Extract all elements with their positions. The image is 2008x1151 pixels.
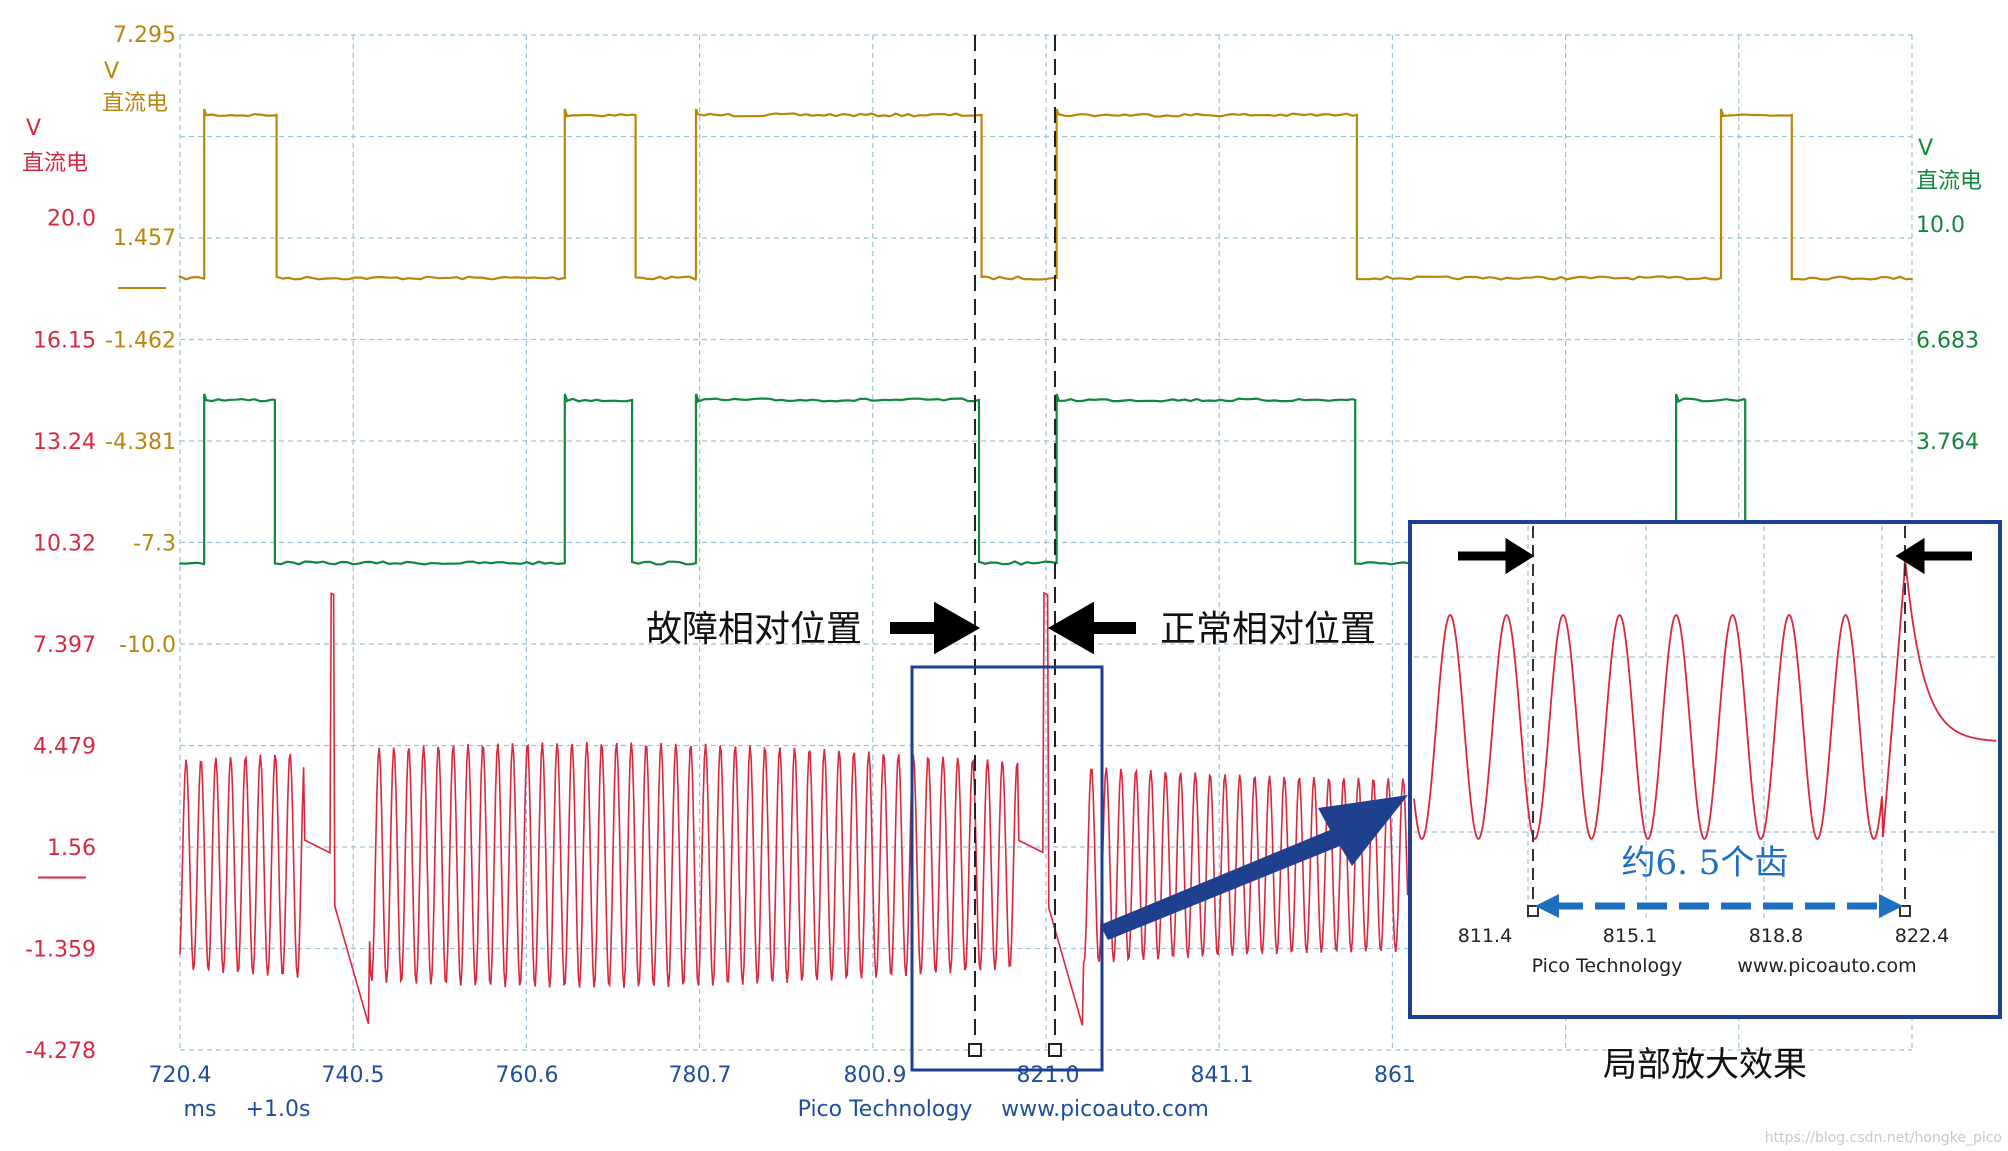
green-axis-tick: 6.683 <box>1916 329 1979 354</box>
inset-x-tick: 815.1 <box>1603 925 1657 947</box>
measure-arrow-left-icon <box>1535 894 1559 918</box>
inset-cursor-handle <box>1527 905 1539 917</box>
gold-axis-tick: -4.381 <box>105 430 176 455</box>
zoom-caption: 局部放大效果 <box>1603 1045 1807 1085</box>
inset-footer-url: www.picoauto.com <box>1737 955 1916 977</box>
zoom-arrow-icon <box>1100 795 1408 940</box>
red-axis-tick: 1.56 <box>47 836 96 861</box>
red-axis-tick: 10.32 <box>33 532 96 557</box>
gold-axis-tick: -10.0 <box>119 633 176 658</box>
inset-x-tick: 822.4 <box>1895 925 1949 947</box>
x-axis-tick: 720.4 <box>149 1063 212 1088</box>
green-axis-tick: 10.0 <box>1916 213 1965 238</box>
zoom-inset: 约6. 5个齿 811.4 815.1 818.8 822.4 Pico Technolo… <box>1408 520 2002 1019</box>
normal-arrow-icon <box>1047 601 1136 655</box>
normal-position-label: 正常相对位置 <box>1160 609 1376 650</box>
red-axis-tick: -4.278 <box>25 1039 96 1064</box>
inset-right-arrow-icon <box>1895 537 1972 575</box>
red-axis-tick: 13.24 <box>33 430 96 455</box>
red-axis-tick: 4.479 <box>33 735 96 760</box>
x-axis-offset: +1.0s <box>246 1097 311 1122</box>
gold-axis-tick: -7.3 <box>133 532 176 557</box>
zoom-region-box <box>910 665 1104 1072</box>
inset-x-tick: 811.4 <box>1458 925 1512 947</box>
red-axis-tick: 16.15 <box>33 329 96 354</box>
x-axis-tick: 780.7 <box>669 1063 732 1088</box>
inset-cursor-handle <box>1899 905 1911 917</box>
red-axis-unit: V <box>26 116 41 141</box>
gold-axis-unit: V <box>104 59 119 84</box>
x-axis: 720.4 740.5 760.6 780.7 800.9 821.0 841.1 861 ms… <box>149 1063 1416 1122</box>
gold-axis-tick: 1.457 <box>113 226 176 251</box>
red-trace <box>179 591 1409 1026</box>
green-axis-tick: 3.764 <box>1916 430 1979 455</box>
measure-arrow-right-icon <box>1879 894 1903 918</box>
x-axis-tick: 841.1 <box>1191 1063 1254 1088</box>
inset-left-arrow-icon <box>1458 537 1535 575</box>
green-axis-coupling: 直流电 <box>1916 169 1982 194</box>
inset-footer-brand: Pico Technology <box>1532 955 1683 977</box>
x-axis-tick: 740.5 <box>322 1063 385 1088</box>
footer-url: www.picoauto.com <box>1001 1097 1209 1122</box>
green-axis-unit: V <box>1918 136 1933 161</box>
gold-trace <box>178 108 1914 282</box>
red-axis-coupling: 直流电 <box>22 151 88 176</box>
measurement-label: 约6. 5个齿 <box>1622 843 1789 883</box>
gold-axis-coupling: 直流电 <box>102 91 168 116</box>
fault-position-label: 故障相对位置 <box>646 609 862 650</box>
x-axis-tick: 760.6 <box>496 1063 559 1088</box>
gold-axis-tick: 7.295 <box>113 23 176 48</box>
red-axis-tick: 7.397 <box>33 633 96 658</box>
gold-axis-tick: -1.462 <box>105 329 176 354</box>
fault-arrow-icon <box>890 601 981 655</box>
x-axis-tick: 800.9 <box>844 1063 907 1088</box>
cursor-handle <box>968 1043 982 1057</box>
x-axis-tick: 861 <box>1374 1063 1416 1088</box>
footer-brand: Pico Technology <box>798 1097 973 1122</box>
red-axis-tick: -1.359 <box>25 938 96 963</box>
cursor-handle <box>1048 1043 1062 1057</box>
red-axis-tick: 20.0 <box>47 207 96 232</box>
x-axis-unit: ms <box>184 1097 217 1122</box>
watermark: https://blog.csdn.net/hongke_pico <box>1765 1130 2002 1146</box>
inset-x-tick: 818.8 <box>1749 925 1803 947</box>
inset-red-trace <box>1413 556 1996 841</box>
x-axis-tick: 821.0 <box>1017 1063 1080 1088</box>
y-axes: V 直流电 20.0 16.15 13.24 10.32 7.397 4.479 1.56 -1.… <box>22 23 1982 1064</box>
